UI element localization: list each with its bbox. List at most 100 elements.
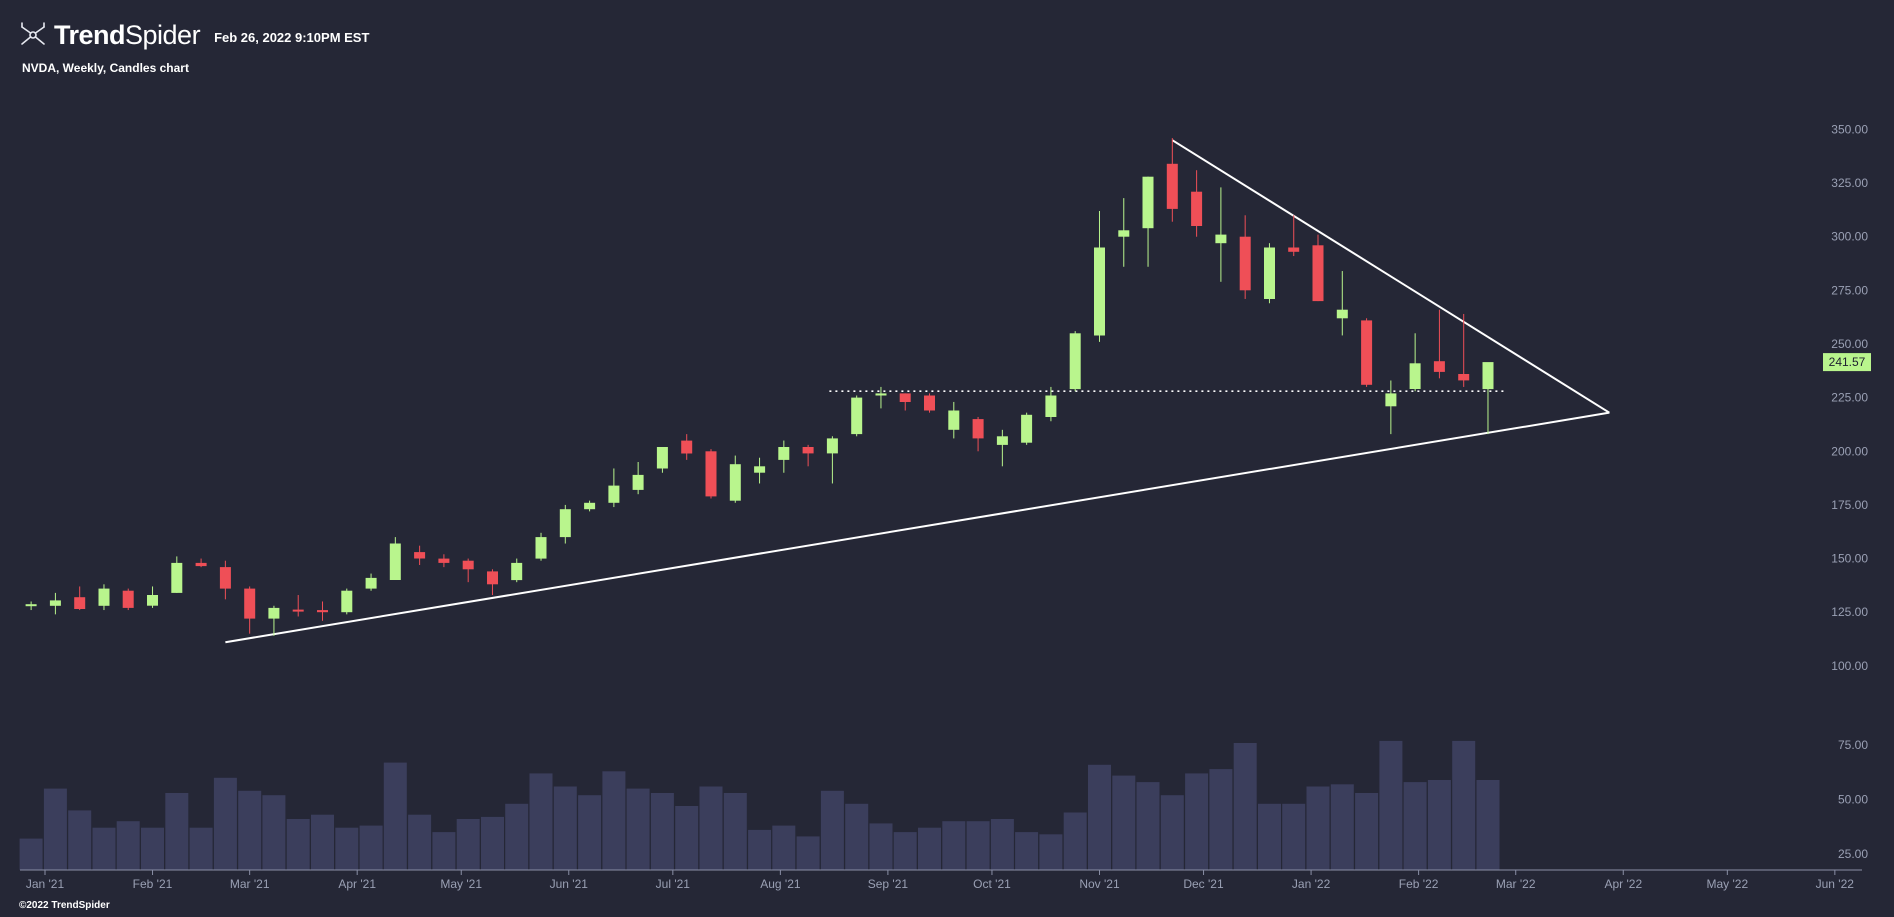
candle-up: [754, 466, 766, 473]
volume-bar: [1355, 793, 1379, 870]
y-axis-tick-label: 175.00: [1831, 498, 1868, 512]
volume-bar: [918, 827, 941, 870]
volume-bar: [165, 793, 189, 870]
volume-bar: [141, 827, 164, 870]
header: Trend Spider Feb 26, 2022 9:10PM EST: [18, 18, 369, 52]
y-axis-tick-label: 250.00: [1831, 337, 1868, 351]
candle-up: [996, 436, 1008, 445]
candle-down: [924, 395, 935, 411]
volume-bar: [505, 803, 529, 870]
volume-bar: [1185, 773, 1209, 870]
volume-bar: [335, 827, 359, 870]
volume-bar: [1258, 803, 1281, 870]
candle-up: [875, 393, 887, 396]
x-axis-tick-label: Feb '22: [1399, 877, 1439, 891]
volume-axis-tick-label: 25.00: [1838, 847, 1868, 861]
volume-bar: [650, 793, 674, 870]
volume-bar: [1063, 812, 1087, 870]
volume-bar: [1233, 743, 1257, 870]
y-axis-tick-label: 350.00: [1831, 123, 1868, 137]
trendline-overlays: [225, 139, 1610, 644]
x-axis-tick-label: Sep '21: [868, 877, 909, 891]
candle-up: [98, 588, 110, 606]
candle-down: [292, 609, 304, 612]
x-axis-tick-label: Mar '22: [1496, 877, 1536, 891]
volume-bar: [189, 827, 213, 870]
x-axis-tick-label: Apr '22: [1604, 877, 1642, 891]
volume-bar: [1427, 780, 1451, 870]
candle-up: [1336, 309, 1348, 319]
candle-down: [705, 451, 717, 497]
chart-timestamp: Feb 26, 2022 9:10PM EST: [214, 29, 370, 45]
brand-name-light: Spider: [125, 19, 201, 50]
candle-down: [74, 597, 86, 609]
volume-bar: [675, 806, 699, 870]
volume-bar: [845, 803, 869, 870]
volume-bar: [553, 786, 577, 870]
chart-subtitle: NVDA, Weekly, Candles chart: [22, 61, 189, 75]
candle-down: [462, 560, 474, 570]
volume-bar: [383, 762, 407, 870]
volume-bar: [1282, 803, 1306, 870]
candle-down: [438, 558, 450, 563]
descending-resistance-trendline: [1171, 139, 1610, 414]
candle-up: [608, 485, 620, 503]
y-axis-tick-label: 325.00: [1831, 176, 1868, 190]
last-price-label: 241.57: [1829, 355, 1866, 369]
candle-down: [899, 393, 911, 402]
x-axis-tick-label: Jun '22: [1816, 877, 1855, 891]
volume-bar: [408, 814, 432, 870]
candle-up: [389, 543, 401, 580]
x-axis-tick-label: Dec '21: [1183, 877, 1224, 891]
volume-bar: [311, 814, 334, 870]
x-axis-tick-label: Aug '21: [760, 877, 801, 891]
candle-up: [729, 464, 741, 501]
candle-down: [1312, 245, 1324, 302]
candle-down: [802, 447, 814, 454]
volume-bar: [1379, 740, 1403, 870]
candle-up: [826, 438, 838, 454]
volume-bar: [238, 790, 262, 870]
candle-up: [1142, 176, 1154, 229]
candle-up: [147, 595, 158, 606]
candle-down: [122, 590, 134, 608]
candle-down: [1239, 236, 1251, 291]
x-axis-tick-label: Oct '21: [973, 877, 1011, 891]
volume-bar: [1088, 764, 1111, 871]
volume-bar: [1330, 784, 1354, 870]
volume-bar: [820, 790, 844, 870]
x-axis-tick-label: Jul '21: [656, 877, 691, 891]
candle-up: [535, 537, 547, 559]
x-axis-tick-label: Jan '22: [1292, 877, 1331, 891]
volume-bar: [1306, 786, 1330, 870]
volume-bar: [723, 793, 747, 870]
volume-bars: [19, 740, 1500, 871]
volume-bar: [1015, 832, 1039, 870]
last-price-badge: [1823, 353, 1871, 372]
volume-bar: [456, 819, 480, 870]
candle-up: [948, 410, 960, 430]
x-axis-tick-label: Mar '21: [230, 877, 270, 891]
volume-bar: [43, 788, 67, 870]
candle-down: [414, 552, 426, 559]
volume-bar: [1476, 780, 1500, 870]
axes: 350.00 325.00 300.00 275.00 250.00 225.00 200.…: [20, 123, 1871, 891]
candle-down: [1288, 247, 1300, 252]
candle-up: [559, 509, 571, 538]
candle-down: [972, 419, 984, 439]
volume-bar: [19, 838, 43, 870]
volume-bar: [1136, 782, 1160, 870]
y-axis-tick-label: 275.00: [1831, 283, 1868, 297]
volume-bar: [602, 771, 626, 870]
brand-logo: Trend Spider: [18, 19, 201, 51]
x-axis-tick-label: May '21: [440, 877, 482, 891]
volume-bar: [966, 821, 990, 870]
candle-up: [1094, 247, 1105, 336]
volume-bar: [869, 823, 893, 870]
candle-up: [1385, 393, 1397, 407]
volume-bar: [359, 825, 383, 870]
volume-bar: [772, 825, 796, 870]
y-axis-tick-label: 300.00: [1831, 230, 1868, 244]
candle-down: [195, 562, 207, 567]
